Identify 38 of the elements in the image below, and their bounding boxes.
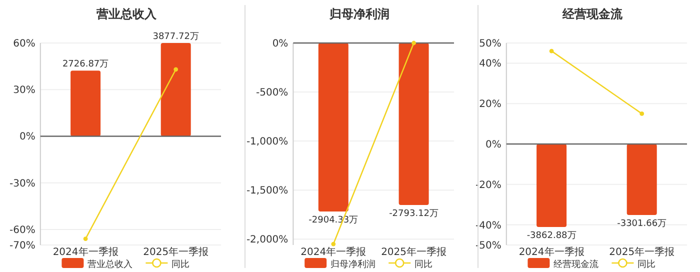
legend-label: 营业总收入 [88, 259, 133, 270]
x-tick-label: 2024年一季报 [52, 246, 118, 258]
y-tick-label: -40% [476, 220, 502, 232]
y-tick-label: 60% [13, 38, 36, 50]
y-tick-label: 0% [486, 140, 502, 150]
data-label: 2726.87万 [62, 60, 109, 70]
x-tick-label: 2024年一季报 [518, 246, 584, 258]
data-label: 3877.72万 [152, 32, 199, 42]
legend-label: 同比 [414, 259, 433, 270]
y-tick-label: -50% [476, 240, 502, 252]
data-label: -3862.88万 [526, 231, 576, 242]
y-tick-label: 0% [272, 38, 288, 50]
y-tick-label: -20% [476, 180, 502, 191]
y-tick-label: 20% [479, 99, 502, 110]
x-tick-label: 2025年一季报 [381, 246, 447, 258]
y-tick-label: 40% [479, 58, 502, 70]
y-tick-label: -30% [10, 178, 36, 190]
y-tick-label: -1,500% [246, 186, 288, 197]
legend-label: 归母净利润 [330, 259, 376, 270]
legend-label: 同比 [172, 259, 190, 270]
data-label: -3301.66万 [617, 218, 667, 229]
legend-label: 经营现金流 [554, 259, 599, 270]
x-tick-label: 2025年一季报 [609, 246, 675, 258]
chart-title: 营业总收入 [96, 7, 158, 21]
x-tick-label: 2025年一季报 [143, 246, 209, 258]
chart-title: 归母净利润 [328, 7, 390, 21]
data-label: -2793.12万 [389, 208, 439, 219]
y-tick-label: 30% [13, 85, 36, 96]
legend-label: 同比 [638, 259, 656, 270]
y-tick-label: -70% [10, 240, 36, 252]
y-tick-label: -500% [256, 88, 288, 99]
chart-title: 经营现金流 [562, 7, 624, 21]
y-tick-label: -2,000% [246, 234, 288, 246]
y-tick-label: 0% [20, 132, 36, 143]
y-tick-label: -60% [10, 224, 36, 236]
y-tick-label: 50% [479, 38, 502, 50]
y-tick-label: -1,000% [246, 136, 288, 148]
x-tick-label: 2024年一季报 [300, 246, 366, 258]
